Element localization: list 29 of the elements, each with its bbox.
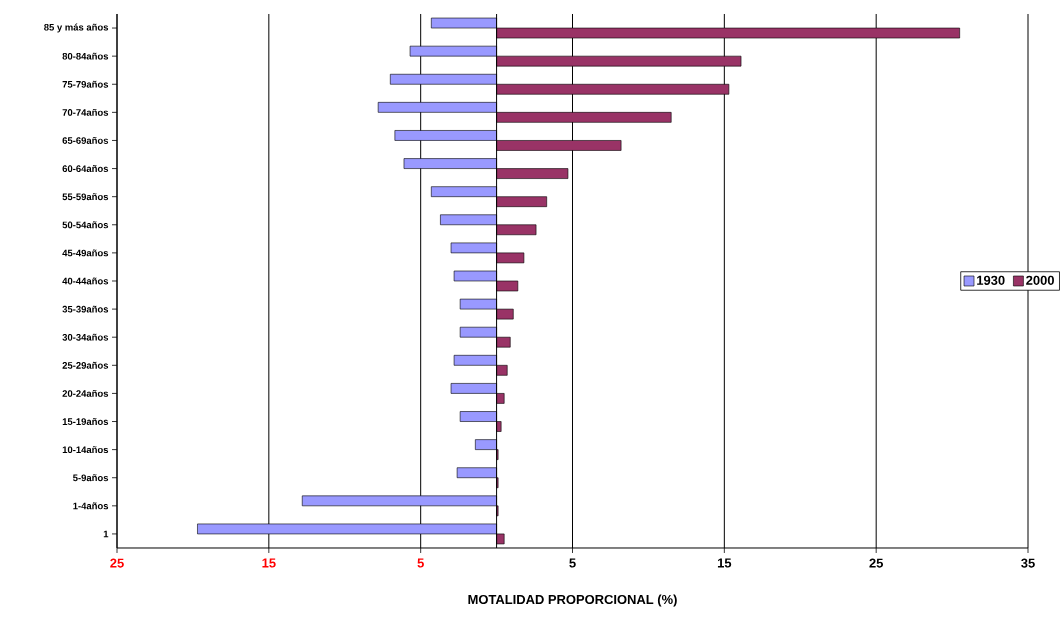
y-tick-label: 45-49años (62, 249, 109, 257)
y-tick-label: 65-69años (62, 137, 109, 144)
x-tick-label: 15 (717, 558, 732, 568)
y-tick-label: 25-29años (62, 361, 109, 369)
y-tick-label: 80-84años (62, 52, 109, 60)
legend-label: 2000 (1026, 275, 1054, 285)
x-tick-label: 35 (1021, 558, 1035, 568)
x-tick-label: 5 (417, 558, 424, 568)
legend-label: 1930 (977, 275, 1005, 285)
y-tick-label: 70-74años (62, 108, 109, 116)
x-tick-label: 15 (262, 558, 276, 568)
y-tick-label: 1 (103, 530, 109, 538)
x-tick-label: 25 (869, 558, 884, 568)
x-tick-label: 25 (110, 558, 124, 568)
y-tick-label: 50-54años (62, 221, 109, 229)
y-tick-label: 30-34años (62, 333, 109, 341)
y-tick-label: 10-14años (62, 446, 109, 454)
y-tick-label: 40-44años (62, 277, 109, 285)
y-tick-label: 5-9años (73, 474, 109, 482)
y-tick-label: 75-79años (62, 80, 109, 88)
y-tick-label: 85 y más años (44, 23, 109, 33)
y-tick-label: 60-64años (62, 165, 109, 173)
x-axis-title: MOTALIDAD PROPORCIONAL (%) (468, 594, 677, 607)
y-tick-label: 15-19años (62, 418, 109, 425)
x-tick-label: 5 (569, 558, 576, 568)
y-tick-label: 55-59años (62, 193, 109, 201)
y-tick-label: 1-4años (73, 502, 109, 510)
y-tick-label: 20-24años (62, 389, 109, 397)
y-tick-label: 35-39años (62, 305, 109, 313)
